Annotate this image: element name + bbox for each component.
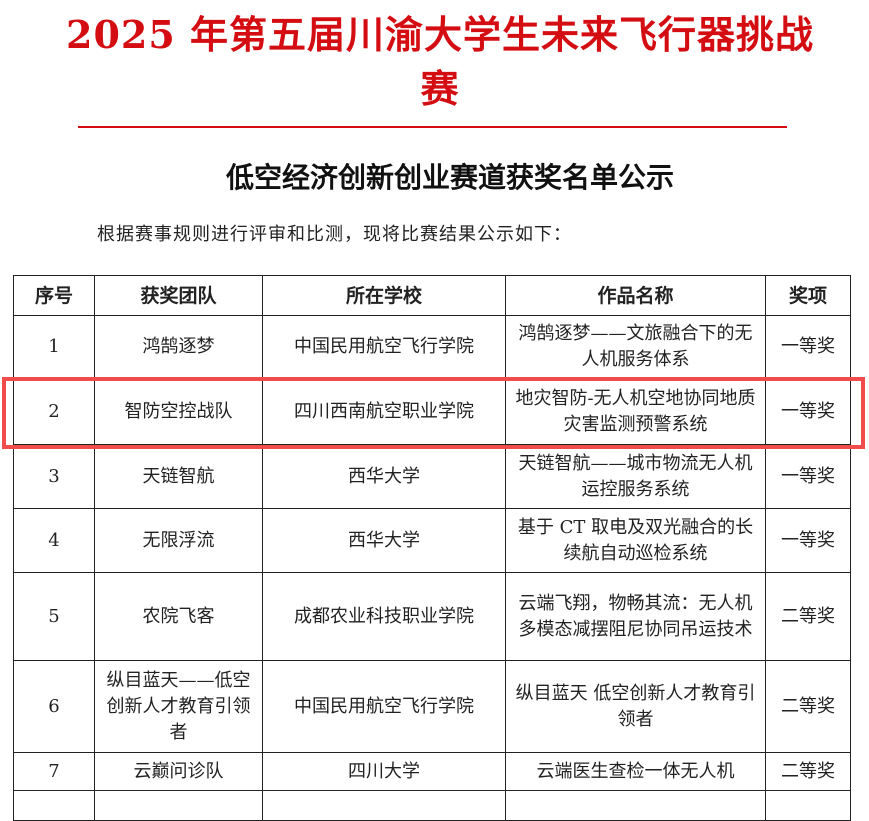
cell-team: 云巅问诊队 <box>94 752 263 791</box>
cell-work: 天链智航——城市物流无人机运控服务系统 <box>505 444 766 509</box>
awards-table: 序号 获奖团队 所在学校 作品名称 奖项 1 鸿鹄逐梦 中国民用航空飞行学院 鸿鹄逐梦… <box>13 275 851 821</box>
cell-school: 四川大学 <box>262 752 506 791</box>
table-row: 4 无限浮流 西华大学 基于 CT 取电及双光融合的长续航自动巡检系统 一等奖 <box>13 508 851 573</box>
cell-no: 2 <box>13 378 95 445</box>
cell-no: 3 <box>13 444 95 509</box>
empty-cell <box>13 790 95 821</box>
cell-award: 一等奖 <box>765 378 851 445</box>
cell-work: 纵目蓝天 低空创新人才教育引领者 <box>505 660 766 753</box>
header-work: 作品名称 <box>505 275 766 316</box>
document-title: 2025 年第五届川渝大学生未来飞行器挑战赛 <box>66 12 814 111</box>
cell-award: 二等奖 <box>765 660 851 753</box>
cell-award: 一等奖 <box>765 508 851 573</box>
cell-team: 鸿鹄逐梦 <box>94 315 263 379</box>
table-row-partial <box>13 790 851 821</box>
table-row: 3 天链智航 西华大学 天链智航——城市物流无人机运控服务系统 一等奖 <box>13 444 851 509</box>
cell-team: 无限浮流 <box>94 508 263 573</box>
table-row: 6 纵目蓝天——低空创新人才教育引领者 中国民用航空飞行学院 纵目蓝天 低空创新人才教… <box>13 660 851 753</box>
cell-work: 云端医生查检一体无人机 <box>505 752 766 791</box>
intro-text: 根据赛事规则进行评审和比测，现将比赛结果公示如下： <box>97 224 572 245</box>
header-team: 获奖团队 <box>94 275 263 316</box>
cell-work: 鸿鹄逐梦——文旅融合下的无人机服务体系 <box>505 315 766 379</box>
table-header: 序号 获奖团队 所在学校 作品名称 奖项 <box>13 275 851 316</box>
document-subtitle: 低空经济创新创业赛道获奖名单公示 <box>225 161 674 194</box>
header-no: 序号 <box>13 275 95 316</box>
cell-no: 1 <box>13 315 95 379</box>
cell-team: 天链智航 <box>94 444 263 509</box>
title-divider <box>78 126 787 128</box>
cell-school: 西华大学 <box>262 508 506 573</box>
cell-school: 四川西南航空职业学院 <box>262 378 506 445</box>
cell-school: 中国民用航空飞行学院 <box>262 315 506 379</box>
cell-team: 智防空控战队 <box>94 378 263 445</box>
empty-cell <box>262 790 506 821</box>
cell-award: 一等奖 <box>765 315 851 379</box>
empty-cell <box>94 790 263 821</box>
header-school: 所在学校 <box>262 275 506 316</box>
cell-school: 成都农业科技职业学院 <box>262 572 506 661</box>
cell-team: 纵目蓝天——低空创新人才教育引领者 <box>94 660 263 753</box>
cell-work: 基于 CT 取电及双光融合的长续航自动巡检系统 <box>505 508 766 573</box>
cell-team: 农院飞客 <box>94 572 263 661</box>
empty-cell <box>505 790 766 821</box>
table-row: 2 智防空控战队 四川西南航空职业学院 地灾智防-无人机空地协同地质灾害监测预警系统一… <box>13 378 851 445</box>
empty-cell <box>765 790 851 821</box>
cell-work: 地灾智防-无人机空地协同地质灾害监测预警系统 <box>505 378 766 445</box>
cell-no: 7 <box>13 752 95 791</box>
cell-school: 西华大学 <box>262 444 506 509</box>
table-row: 1 鸿鹄逐梦 中国民用航空飞行学院 鸿鹄逐梦——文旅融合下的无人机服务体系 一等奖 <box>13 315 851 379</box>
cell-award: 二等奖 <box>765 752 851 791</box>
cell-award: 一等奖 <box>765 444 851 509</box>
cell-school: 中国民用航空飞行学院 <box>262 660 506 753</box>
cell-no: 4 <box>13 508 95 573</box>
cell-no: 6 <box>13 660 95 753</box>
cell-no: 5 <box>13 572 95 661</box>
table-row: 7 云巅问诊队 四川大学 云端医生查检一体无人机 二等奖 <box>13 752 851 791</box>
table-row: 5 农院飞客 成都农业科技职业学院 云端飞翔，物畅其流：无人机多模态减摆阻尼协同吊运技… <box>13 572 851 661</box>
header-award: 奖项 <box>765 275 851 316</box>
cell-work: 云端飞翔，物畅其流：无人机多模态减摆阻尼协同吊运技术 <box>505 572 766 661</box>
cell-award: 二等奖 <box>765 572 851 661</box>
